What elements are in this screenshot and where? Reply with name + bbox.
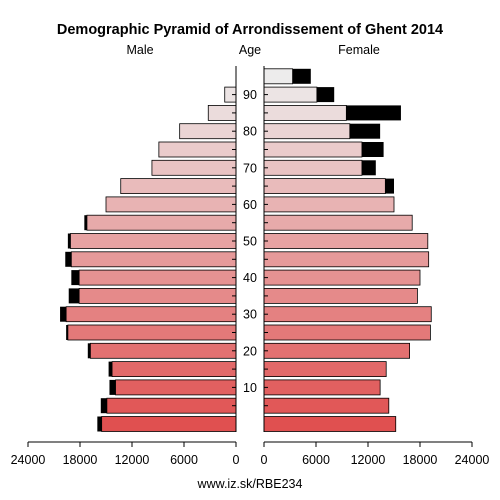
bars-group — [60, 68, 432, 432]
female-bar — [263, 214, 413, 231]
male-bar — [158, 141, 237, 158]
age-tick-label: 80 — [243, 125, 257, 139]
female-bar — [263, 324, 431, 341]
female-bar — [263, 233, 429, 249]
axes-group: 10 20 30 40 50 60 70 80 90 24000 18000 12000 6000 0 0 6… — [11, 66, 490, 467]
female-x-tick-label: 18000 — [403, 453, 438, 467]
female-bar — [263, 178, 386, 195]
female-bar — [263, 269, 421, 286]
male-x-tick-label: 24000 — [11, 453, 46, 467]
male-bar — [105, 196, 237, 213]
female-bar — [263, 361, 387, 378]
female-excess-bar — [316, 87, 335, 103]
male-bar — [67, 324, 237, 341]
male-bar — [86, 214, 237, 231]
male-bar — [151, 159, 237, 176]
male-excess-bar — [71, 270, 80, 286]
age-tick-label: 20 — [243, 344, 257, 358]
female-bar — [263, 196, 395, 213]
female-x-tick-label: 0 — [261, 453, 268, 467]
male-label: Male — [126, 43, 153, 57]
female-x-tick-label: 12000 — [351, 453, 386, 467]
female-excess-bar — [292, 68, 311, 84]
female-excess-bar — [349, 123, 381, 139]
age-tick-label: 90 — [243, 88, 257, 102]
female-excess-bar — [361, 160, 376, 176]
male-excess-bar — [68, 288, 80, 304]
age-tick-label: 40 — [243, 271, 257, 285]
female-bar — [263, 68, 294, 85]
female-bar — [263, 105, 347, 121]
female-x-tick-label: 24000 — [455, 453, 490, 467]
male-bar — [70, 233, 237, 249]
male-bar — [111, 361, 237, 378]
female-bar — [263, 379, 381, 396]
female-bar — [263, 159, 363, 176]
female-excess-bar — [346, 105, 401, 121]
male-excess-bar — [87, 343, 91, 359]
male-excess-bar — [65, 251, 72, 267]
male-bar — [78, 287, 237, 304]
male-bar — [115, 379, 237, 396]
female-excess-bar — [385, 178, 394, 194]
age-tick-label: 70 — [243, 161, 257, 175]
male-bar — [106, 397, 237, 414]
female-x-tick-label: 6000 — [302, 453, 330, 467]
age-label: Age — [239, 43, 261, 57]
male-excess-bar — [100, 398, 107, 414]
female-bar — [263, 416, 397, 432]
source-label: www.iz.sk/RBE234 — [197, 477, 303, 491]
female-bar — [263, 86, 318, 103]
female-bar — [263, 251, 430, 268]
male-excess-bar — [84, 215, 87, 231]
male-bar — [70, 251, 237, 268]
male-x-tick-label: 18000 — [63, 453, 98, 467]
female-bar — [263, 397, 390, 414]
male-bar — [101, 416, 237, 432]
age-tick-label: 50 — [243, 235, 257, 249]
male-excess-bar — [66, 325, 68, 340]
age-tick-label: 10 — [243, 381, 257, 395]
male-bar — [207, 105, 237, 121]
female-bar — [263, 141, 363, 158]
male-excess-bar — [108, 361, 113, 377]
male-bar — [65, 306, 237, 323]
male-bar — [90, 342, 237, 359]
male-excess-bar — [60, 306, 67, 322]
male-bar — [179, 123, 237, 140]
male-excess-bar — [109, 379, 116, 395]
male-bar — [120, 178, 237, 195]
female-label: Female — [338, 43, 380, 57]
female-bar — [263, 287, 418, 304]
age-tick-label: 30 — [243, 308, 257, 322]
male-bar — [78, 269, 237, 286]
male-x-tick-label: 0 — [233, 453, 240, 467]
chart-title: Demographic Pyramid of Arrondissement of… — [57, 22, 443, 38]
male-x-tick-label: 12000 — [115, 453, 150, 467]
female-excess-bar — [361, 142, 384, 157]
female-bar — [263, 342, 411, 359]
male-x-tick-label: 6000 — [170, 453, 198, 467]
female-bar — [263, 123, 351, 140]
male-excess-bar — [67, 233, 71, 249]
male-excess-bar — [97, 416, 102, 432]
female-bar — [263, 306, 432, 323]
age-tick-label: 60 — [243, 198, 257, 212]
